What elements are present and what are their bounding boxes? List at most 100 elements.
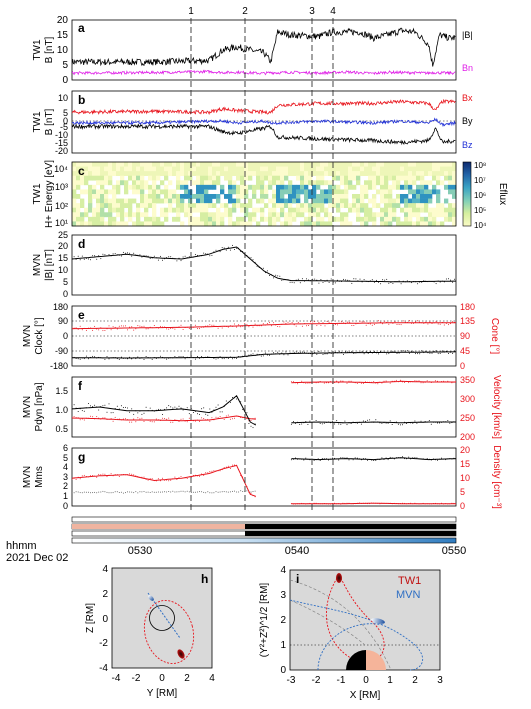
heatmap-cell <box>144 198 149 204</box>
heatmap-cell <box>396 162 401 167</box>
heatmap-cell <box>176 166 181 172</box>
heatmap-cell <box>400 194 405 199</box>
heatmap-cell <box>204 162 209 167</box>
heatmap-cell <box>156 221 161 227</box>
heatmap-cell <box>192 166 197 172</box>
clock-point <box>223 358 225 360</box>
heatmap-cell <box>172 207 177 213</box>
heatmap-cell <box>228 194 233 199</box>
clock-point <box>180 356 182 358</box>
mms-point <box>192 491 194 493</box>
clock-point <box>326 353 328 355</box>
heatmap-cell <box>404 180 409 186</box>
heatmap-cell <box>392 198 397 204</box>
panel-label-i: i <box>296 572 299 586</box>
heatmap-cell <box>104 166 109 172</box>
heatmap-cell <box>424 221 429 227</box>
heatmap-cell <box>348 221 353 227</box>
heatmap-cell <box>188 198 193 204</box>
heatmap-cell <box>312 166 317 172</box>
pdyn-point <box>319 423 321 424</box>
heatmap-cell <box>256 184 261 190</box>
heatmap-cell <box>104 194 109 199</box>
heatmap-cell <box>380 162 385 167</box>
cone-point <box>361 321 363 323</box>
heatmap-cell <box>112 203 117 209</box>
ytick-label: 0 <box>63 501 68 511</box>
heatmap-cell <box>280 162 285 167</box>
heatmap-cell <box>452 166 457 172</box>
mms-point <box>108 492 110 494</box>
mvn-bmag-point <box>227 246 229 248</box>
cone-point <box>110 329 112 331</box>
velocity-point <box>155 418 157 420</box>
heatmap-cell <box>88 221 93 227</box>
mms-point <box>96 492 98 494</box>
velocity-point <box>178 421 180 422</box>
heatmap-cell <box>416 171 421 177</box>
velocity-point <box>342 380 344 382</box>
mms-point <box>133 492 135 494</box>
heatmap-cell <box>188 194 193 199</box>
mvn-bmag-point <box>351 282 353 284</box>
pdyn-point <box>334 423 336 425</box>
heatmap-cell <box>192 203 197 209</box>
ylabel-line1: MVN <box>22 466 33 488</box>
heatmap-cell <box>316 198 321 204</box>
velocity-point <box>400 379 401 381</box>
heatmap-cell <box>252 212 257 218</box>
mms-point <box>414 457 416 459</box>
heatmap-cell <box>296 166 301 172</box>
series-density-line <box>72 464 456 505</box>
mms-point <box>72 492 73 494</box>
heatmap-cell <box>356 175 361 181</box>
heatmap-cell <box>272 162 277 167</box>
cone-point <box>450 323 451 325</box>
heatmap-cell <box>420 166 425 172</box>
mvn-bmag-point <box>203 252 205 254</box>
heatmap-cell <box>296 184 301 190</box>
heatmap-cell <box>384 221 389 227</box>
pdyn-point <box>315 420 317 421</box>
cone-point <box>279 326 281 328</box>
heatmap-cell <box>112 184 117 190</box>
clock-point <box>338 350 340 352</box>
heatmap-cell <box>336 189 341 195</box>
mms-point <box>180 490 182 492</box>
pdyn-point <box>186 407 188 409</box>
ytick-label: -4 <box>99 663 108 674</box>
heatmap-cell <box>384 175 389 181</box>
heatmap-cell <box>340 221 345 227</box>
cbar-tick: 10⁶ <box>474 191 486 200</box>
clock-point <box>316 353 318 355</box>
velocity-point <box>139 418 141 420</box>
heatmap-cell <box>96 203 101 209</box>
heatmap-cell <box>168 203 173 209</box>
heatmap-cell <box>244 194 249 199</box>
heatmap-cell <box>304 162 309 167</box>
heatmap-cell <box>360 189 365 195</box>
heatmap-cell <box>400 207 405 213</box>
velocity-point <box>215 416 217 418</box>
mvn-bmag-point <box>355 278 357 280</box>
mms-point <box>332 457 334 459</box>
mvn-bmag-point <box>289 281 291 283</box>
heatmap-cell <box>216 171 221 177</box>
heatmap-cell <box>340 194 345 199</box>
clock-point <box>394 350 396 352</box>
heatmap-cell <box>192 216 197 222</box>
heatmap-cell <box>388 221 393 227</box>
heatmap-cell <box>240 171 245 177</box>
heatmap-cell <box>432 162 437 167</box>
velocity-point <box>301 380 303 382</box>
heatmap-cell <box>244 184 249 190</box>
heatmap-cell <box>228 180 233 186</box>
heatmap-cell <box>92 216 97 222</box>
ytick-label: 1 <box>280 640 286 651</box>
heatmap-cell <box>168 162 173 167</box>
panel-e: e -180 -90 0 90 180 0 45 90 135 180 MVN … <box>22 302 500 371</box>
pdyn-point <box>108 403 110 405</box>
heatmap-cell <box>304 189 309 195</box>
xtick-label: 4 <box>209 673 215 684</box>
mms-point <box>290 459 292 461</box>
